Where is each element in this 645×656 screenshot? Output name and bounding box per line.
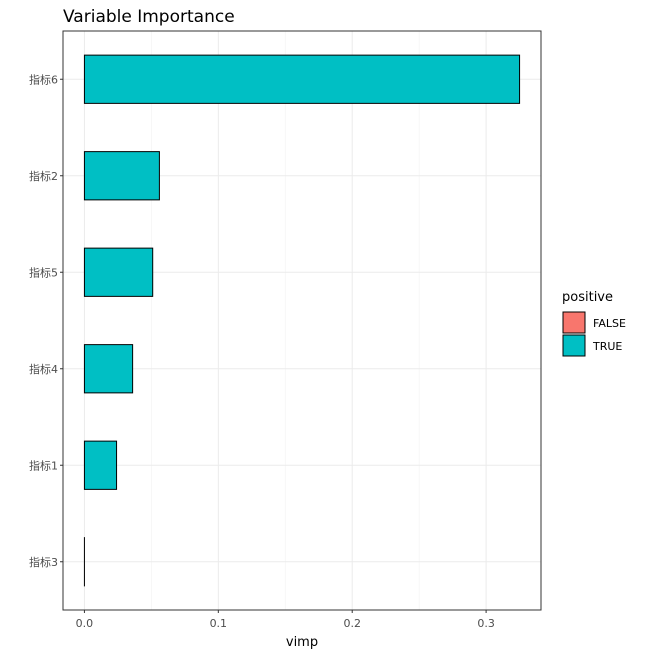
legend: positive FALSE TRUE [562,290,626,357]
bars [83,54,521,587]
legend-label-true: TRUE [592,340,622,353]
bar-2 [83,151,160,201]
x-tick-label: 0.2 [343,617,361,630]
bar-1 [83,54,521,104]
x-tick-label: 0.0 [76,617,94,630]
bar-5 [83,440,118,490]
y-tick-label: 指标5 [29,265,58,279]
chart-title: Variable Importance [63,7,235,27]
y-tick-label: 指标2 [29,169,58,183]
grid [63,31,541,610]
bar-4 [83,344,134,394]
plot-panel-border [62,30,542,611]
x-tick-label: 0.3 [477,617,495,630]
legend-label-false: FALSE [593,317,626,330]
y-axis: 指标6 指标2 指标5 指标4 指标1 指标3 [29,72,63,569]
y-tick-label: 指标4 [29,362,58,376]
y-tick-label: 指标6 [29,72,58,86]
legend-key-false [562,311,586,334]
y-tick-label: 指标1 [29,458,58,472]
x-axis: 0.0 0.1 0.2 0.3 [76,610,495,630]
legend-title: positive [562,290,613,305]
bar-3 [83,247,154,297]
x-axis-title: vimp [286,635,318,650]
y-tick-label: 指标3 [29,555,58,569]
x-tick-label: 0.1 [210,617,228,630]
legend-key-true [562,334,586,357]
